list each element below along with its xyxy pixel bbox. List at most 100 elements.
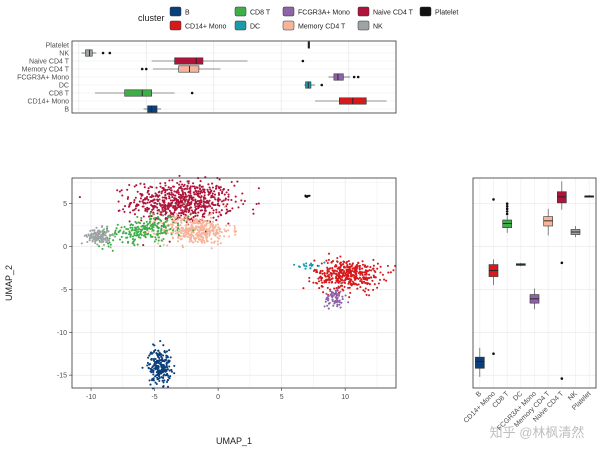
umap-point bbox=[106, 239, 109, 242]
x-tick-label: 0 bbox=[216, 394, 220, 401]
umap-point bbox=[146, 223, 150, 226]
umap-point bbox=[159, 182, 162, 185]
umap-point bbox=[347, 268, 350, 271]
umap-point bbox=[333, 293, 336, 296]
umap-point bbox=[216, 223, 219, 226]
umap-point bbox=[199, 233, 202, 236]
umap-point bbox=[359, 286, 362, 289]
umap-point bbox=[347, 275, 350, 278]
umap-point bbox=[180, 221, 183, 224]
umap-point bbox=[227, 188, 230, 192]
umap-point bbox=[133, 185, 136, 188]
umap-point bbox=[376, 286, 379, 289]
umap-point bbox=[171, 213, 174, 216]
umap-point bbox=[213, 190, 216, 193]
umap-point bbox=[298, 265, 301, 268]
umap-point bbox=[209, 213, 212, 216]
umap-point bbox=[171, 179, 174, 182]
umap-point bbox=[220, 209, 223, 212]
umap-point bbox=[233, 224, 236, 228]
umap-point bbox=[162, 189, 165, 192]
umap-point bbox=[94, 240, 97, 243]
umap-point bbox=[323, 279, 326, 282]
umap-point bbox=[118, 190, 121, 193]
umap-point bbox=[167, 224, 170, 227]
umap-point bbox=[218, 204, 221, 207]
umap-point bbox=[228, 235, 231, 238]
umap-point bbox=[92, 232, 95, 235]
right-outlier bbox=[560, 261, 564, 265]
umap-point bbox=[196, 205, 199, 208]
umap-point bbox=[339, 306, 342, 309]
umap-point bbox=[354, 265, 357, 268]
umap-point bbox=[336, 300, 339, 304]
umap-point bbox=[236, 180, 239, 183]
umap-point bbox=[336, 296, 339, 299]
umap-point bbox=[155, 361, 158, 364]
umap-point bbox=[227, 222, 230, 225]
umap-point bbox=[343, 266, 346, 269]
umap-point bbox=[154, 216, 157, 219]
umap-point bbox=[142, 215, 145, 218]
umap-point bbox=[369, 266, 372, 269]
top-box-body bbox=[147, 105, 158, 113]
y-tick-label: 0 bbox=[63, 244, 67, 251]
umap-point bbox=[371, 279, 374, 282]
umap-point bbox=[104, 231, 107, 234]
umap-point bbox=[150, 196, 153, 199]
umap-point bbox=[177, 196, 181, 199]
top-tick-label-fcgr3aplus-mono: FCGR3A+ Mono bbox=[17, 74, 69, 81]
umap-point bbox=[229, 209, 232, 212]
umap-point bbox=[213, 240, 216, 243]
umap-point bbox=[163, 205, 166, 209]
umap-point bbox=[228, 224, 231, 227]
umap-point bbox=[168, 369, 171, 372]
umap-point bbox=[141, 366, 144, 369]
umap-point bbox=[156, 222, 159, 225]
umap-point bbox=[213, 193, 217, 196]
right-box-body bbox=[475, 356, 485, 369]
umap-point bbox=[153, 349, 156, 353]
umap-point bbox=[347, 259, 350, 263]
umap-point bbox=[158, 377, 161, 380]
umap-point bbox=[126, 197, 129, 200]
umap-point bbox=[150, 371, 153, 374]
umap-point bbox=[178, 212, 181, 215]
umap-point bbox=[149, 363, 152, 366]
umap-point bbox=[208, 186, 211, 189]
umap-point bbox=[230, 180, 233, 184]
umap-point bbox=[349, 270, 352, 273]
umap-point bbox=[340, 301, 343, 304]
umap-point bbox=[176, 222, 180, 225]
legend-label-b: B bbox=[185, 10, 190, 17]
umap-point bbox=[364, 282, 367, 285]
legend-item-platelet: Platelet bbox=[419, 6, 458, 17]
umap-point bbox=[321, 285, 324, 288]
umap-point bbox=[135, 184, 138, 187]
umap-point bbox=[211, 225, 214, 228]
umap-point bbox=[136, 232, 139, 235]
umap-point bbox=[199, 209, 202, 212]
umap-point bbox=[199, 199, 202, 202]
umap-point bbox=[148, 221, 151, 224]
umap-point bbox=[149, 233, 152, 237]
umap-point bbox=[144, 233, 147, 236]
umap-point bbox=[104, 238, 107, 241]
umap-point bbox=[124, 232, 127, 235]
umap-point bbox=[134, 196, 137, 199]
umap-point bbox=[335, 272, 338, 275]
umap-point bbox=[327, 299, 330, 302]
umap-point bbox=[318, 271, 321, 275]
umap-point bbox=[210, 237, 213, 241]
umap-point bbox=[86, 240, 89, 244]
umap-point bbox=[130, 223, 133, 226]
umap-point bbox=[192, 231, 195, 234]
umap-point bbox=[324, 300, 327, 303]
umap-point bbox=[365, 293, 368, 296]
umap-point bbox=[203, 226, 206, 229]
umap-point bbox=[146, 206, 149, 209]
umap-point bbox=[91, 240, 94, 243]
umap-point bbox=[178, 174, 181, 177]
right-box-naive-cd4-t bbox=[557, 181, 567, 380]
umap-point bbox=[344, 294, 347, 297]
